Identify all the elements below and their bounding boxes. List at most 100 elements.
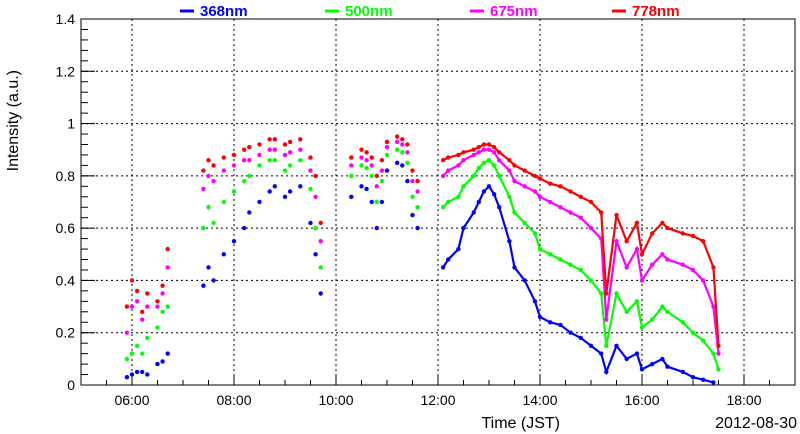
- data-point: [140, 351, 145, 356]
- x-tick-label: 18:00: [726, 392, 761, 408]
- data-point: [247, 158, 252, 163]
- data-point: [384, 139, 390, 145]
- data-point: [349, 194, 354, 199]
- x-tick-label: 10:00: [318, 392, 353, 408]
- series-line: [442, 158, 720, 370]
- legend: 368nm 500nm 675nm 778nm: [180, 3, 680, 20]
- data-point: [242, 178, 247, 184]
- data-point: [405, 178, 410, 184]
- data-point: [369, 173, 374, 179]
- data-point: [308, 155, 313, 160]
- data-point: [415, 225, 420, 231]
- plot-area: 06:00 08:00 10:00 12:00 14:00 16:00 18:00 0 0.2 0…: [56, 11, 796, 408]
- x-tick-label: 06:00: [114, 392, 149, 408]
- data-point: [134, 288, 140, 294]
- data-point: [206, 205, 211, 210]
- data-point: [374, 225, 379, 231]
- series-line: [442, 184, 714, 384]
- data-point: [298, 158, 303, 163]
- data-point: [359, 184, 364, 189]
- data-point: [318, 239, 323, 244]
- data-point: [313, 194, 318, 199]
- data-point: [124, 375, 130, 380]
- data-point: [140, 369, 145, 375]
- data-point: [257, 142, 262, 147]
- data-point: [313, 252, 318, 257]
- x-tick-label: 08:00: [216, 392, 251, 408]
- data-point: [313, 173, 318, 179]
- data-point: [395, 134, 400, 139]
- y-tick-label: 1.2: [56, 63, 76, 79]
- legend-label: 500nm: [345, 3, 393, 20]
- data-point: [206, 173, 211, 179]
- series-500nm: [124, 147, 721, 372]
- y-axis-title: Intensity (a.u.): [5, 70, 22, 171]
- data-point: [282, 168, 288, 173]
- x-tick-label: 14:00: [522, 392, 557, 408]
- series-675nm: [124, 139, 721, 356]
- data-point: [257, 152, 262, 158]
- data-point: [160, 291, 165, 296]
- date-label: 2012-08-30: [715, 415, 797, 432]
- data-point: [257, 199, 262, 205]
- data-point: [221, 199, 226, 205]
- data-point: [298, 137, 303, 142]
- data-point: [410, 194, 415, 199]
- data-point: [267, 189, 272, 194]
- data-point: [129, 351, 135, 356]
- data-point: [374, 173, 379, 179]
- data-point: [282, 194, 288, 199]
- data-point: [201, 168, 206, 173]
- data-point: [140, 317, 145, 322]
- data-point: [267, 158, 272, 163]
- data-point: [201, 283, 206, 288]
- data-point: [206, 158, 211, 163]
- data-point: [165, 246, 170, 252]
- data-point: [221, 155, 226, 160]
- data-point: [364, 150, 369, 155]
- data-point: [395, 160, 400, 165]
- data-point: [384, 168, 390, 173]
- data-point: [318, 265, 323, 270]
- data-point: [308, 220, 313, 226]
- data-point: [374, 199, 379, 205]
- data-point: [364, 165, 369, 171]
- data-point: [124, 304, 130, 309]
- data-point: [211, 278, 216, 283]
- data-point: [206, 265, 211, 270]
- data-point: [134, 299, 140, 304]
- x-tick-label: 16:00: [624, 392, 659, 408]
- data-point: [247, 144, 252, 150]
- y-tick-label: 0.6: [56, 220, 76, 236]
- data-point: [369, 163, 374, 168]
- data-point: [400, 163, 405, 168]
- data-point: [160, 309, 165, 314]
- data-point: [298, 147, 303, 152]
- data-point: [129, 304, 135, 309]
- data-point: [298, 184, 303, 189]
- data-point: [242, 147, 247, 152]
- y-tick-label: 0.2: [56, 325, 76, 341]
- data-point: [242, 225, 247, 231]
- data-point: [379, 178, 385, 184]
- data-point: [308, 186, 313, 192]
- series-line: [442, 143, 720, 346]
- data-point: [364, 158, 369, 163]
- data-point: [160, 359, 165, 364]
- data-point: [349, 163, 354, 168]
- data-point: [410, 212, 415, 218]
- data-point: [221, 252, 226, 257]
- data-point: [379, 199, 385, 205]
- data-point: [140, 309, 145, 314]
- data-point: [231, 239, 237, 244]
- data-point: [165, 265, 170, 270]
- data-point: [359, 147, 364, 152]
- data-point: [145, 372, 150, 377]
- data-point: [155, 325, 160, 330]
- y-tick-label: 1: [67, 116, 75, 132]
- data-point: [272, 147, 277, 152]
- data-point: [155, 299, 160, 304]
- data-point: [379, 158, 385, 163]
- x-tick-label: 12:00: [420, 392, 455, 408]
- data-point: [124, 356, 130, 362]
